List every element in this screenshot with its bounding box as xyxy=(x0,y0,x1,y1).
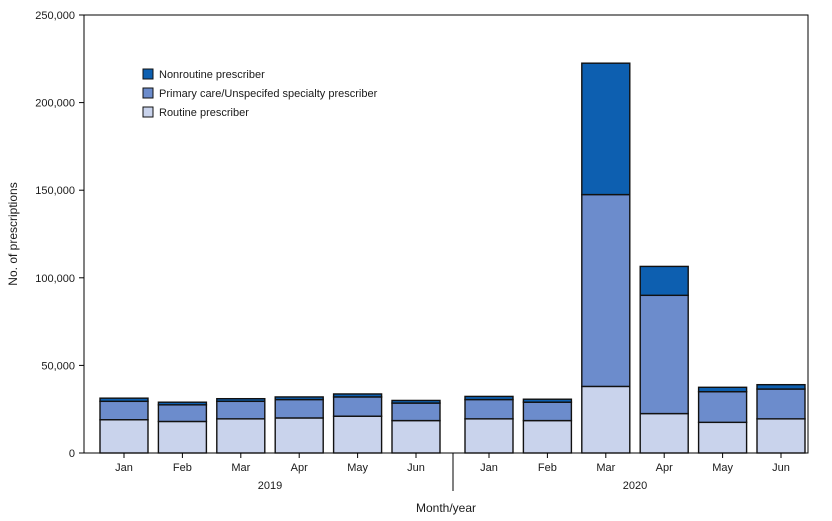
x-tick-label: Jan xyxy=(480,462,498,474)
bar-segment xyxy=(756,388,806,420)
legend: Nonroutine prescriber Primary care/Unspec… xyxy=(142,68,378,119)
x-tick-label: Feb xyxy=(173,462,192,474)
y-tick-label: 50,000 xyxy=(41,360,75,372)
bar-segment xyxy=(99,397,149,403)
bar-segment xyxy=(464,418,514,454)
x-tick-label: Mar xyxy=(231,462,250,474)
bar-segment xyxy=(216,397,266,403)
legend-label: Primary care/Unspecifed specialty prescr… xyxy=(159,88,378,100)
year-label: 2020 xyxy=(623,480,647,492)
y-tick-label: 200,000 xyxy=(35,98,75,110)
bar-segment xyxy=(756,418,806,454)
bar-segment xyxy=(157,420,208,454)
bar-segment xyxy=(697,390,748,424)
y-tick-label: 0 xyxy=(69,448,75,460)
bar-segment xyxy=(581,62,631,196)
y-tick-label: 100,000 xyxy=(35,273,75,285)
legend-swatch xyxy=(142,68,154,80)
bar-segment xyxy=(639,265,689,297)
x-tick-label: Jan xyxy=(115,462,133,474)
x-tick-label: Feb xyxy=(538,462,557,474)
bar-segment xyxy=(522,419,573,454)
bar-segment xyxy=(99,400,149,421)
bar-segment xyxy=(639,412,689,454)
x-tick-label: May xyxy=(347,462,368,474)
legend-swatch xyxy=(142,106,154,118)
y-tick-label: 150,000 xyxy=(35,185,75,197)
bar-segment xyxy=(274,396,324,401)
legend-label: Nonroutine prescriber xyxy=(159,69,265,81)
bar-segment xyxy=(216,418,266,454)
bar-segment xyxy=(464,395,514,401)
bars xyxy=(99,62,806,454)
x-tick-label: Apr xyxy=(291,462,308,474)
y-axis: 0 50,000 100,000 150,000 200,000 250,000 xyxy=(35,10,84,460)
bar-segment xyxy=(464,398,514,420)
x-tick-label: May xyxy=(712,462,733,474)
bar-segment xyxy=(391,399,441,404)
x-tick-label: Mar xyxy=(596,462,615,474)
x-tick-label: Apr xyxy=(656,462,673,474)
x-axis: Jan Feb Mar Apr May Jun 2019 Jan Feb Mar Apr May Jun… xyxy=(115,453,790,492)
bar-segment xyxy=(332,393,383,398)
bar-segment xyxy=(581,385,631,454)
bar-segment xyxy=(391,419,441,454)
plot-area xyxy=(83,14,809,454)
bar-segment xyxy=(697,386,748,393)
bar-segment xyxy=(522,401,573,422)
legend-label: Routine prescriber xyxy=(159,107,249,119)
x-tick-label: Jun xyxy=(407,462,425,474)
bar-segment xyxy=(639,294,689,415)
bar-segment xyxy=(522,398,573,403)
bar-segment xyxy=(157,401,208,406)
bar-segment xyxy=(391,402,441,422)
year-label: 2019 xyxy=(258,480,282,492)
bar-segment xyxy=(157,404,208,423)
bar-segment xyxy=(274,417,324,454)
y-tick-label: 250,000 xyxy=(35,10,75,22)
bar-segment xyxy=(332,396,383,417)
legend-swatch xyxy=(142,87,154,99)
bar-segment xyxy=(216,400,266,420)
x-axis-title: Month/year xyxy=(416,501,476,515)
bar-segment xyxy=(99,419,149,454)
bar-segment xyxy=(697,421,748,454)
bar-segment xyxy=(332,415,383,454)
x-tick-label: Jun xyxy=(772,462,790,474)
bar-segment xyxy=(581,193,631,388)
bar-segment xyxy=(274,398,324,419)
y-axis-title: No. of prescriptions xyxy=(6,182,20,285)
bar-segment xyxy=(756,383,806,390)
